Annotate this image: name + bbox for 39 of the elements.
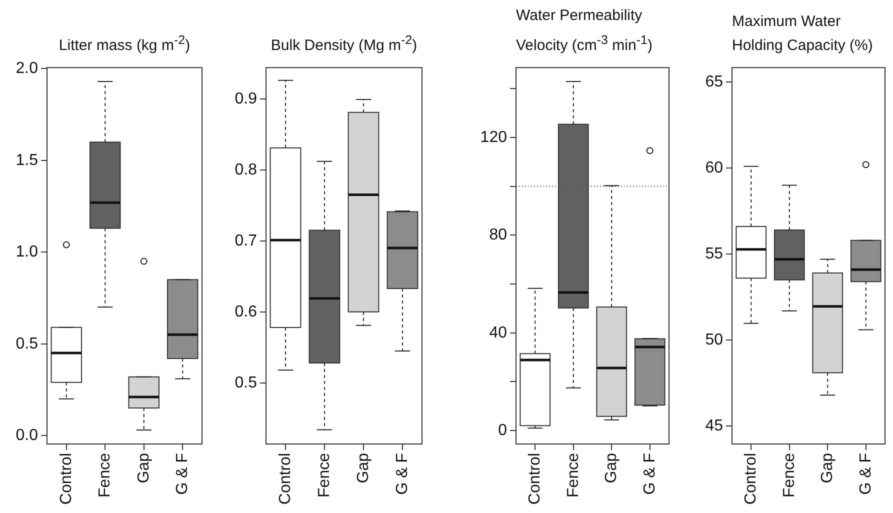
chart-title: Bulk Density (Mg m$^{-2}$): [270, 32, 418, 56]
y-tick-label: 2.0: [16, 60, 38, 78]
x-tick-label: Control: [276, 453, 294, 505]
y-tick-label: 45: [705, 418, 724, 435]
x-tick-label: Control: [58, 453, 75, 505]
y-tick-label: 0.8: [234, 161, 258, 178]
y-tick-label: 65: [705, 73, 724, 90]
y-tick-label: 0.9: [234, 90, 258, 108]
chart-title: Maximum Water Holding Capacity (%): [732, 12, 873, 56]
x-tick-label: Gap: [603, 452, 620, 484]
x-tick-label: Fence: [96, 452, 114, 498]
x-tick-label: G & F: [641, 452, 658, 495]
y-tick-label: 0.5: [234, 374, 258, 392]
y-tick-label: 120: [480, 128, 508, 146]
y-tick-label: 0.6: [234, 303, 258, 320]
x-tick-label: Fence: [316, 452, 333, 498]
y-tick-label: 1.5: [16, 152, 38, 169]
x-tick-label: Gap: [819, 452, 836, 484]
chart-title: Water Permeability Velocity (cm$^{-3}$ min$^{-1}$): [516, 6, 652, 56]
y-tick-label: 55: [705, 245, 724, 262]
y-tick-label: 40: [489, 324, 508, 342]
y-tick-label: 0: [498, 422, 508, 439]
y-tick-label: 80: [489, 226, 508, 244]
y-tick-label: 1.0: [16, 244, 38, 261]
x-tick-label: G & F: [394, 452, 411, 495]
chart-title: Litter mass (kg m$^{-2}$): [58, 32, 192, 56]
x-tick-label: G & F: [174, 452, 192, 495]
x-tick-label: Fence: [780, 452, 798, 498]
x-tick-label: Fence: [564, 452, 582, 498]
x-tick-label: G & F: [857, 452, 874, 495]
y-tick-label: 60: [705, 159, 724, 176]
x-tick-label: Gap: [135, 452, 152, 484]
y-tick-label: 0.7: [234, 232, 258, 250]
x-tick-label: Control: [526, 453, 544, 505]
y-tick-label: 0.5: [16, 335, 38, 352]
x-tick-label: Gap: [354, 452, 372, 484]
x-tick-label: Control: [742, 453, 760, 505]
y-tick-label: 50: [705, 332, 724, 348]
y-tick-label: 0.0: [16, 426, 38, 444]
